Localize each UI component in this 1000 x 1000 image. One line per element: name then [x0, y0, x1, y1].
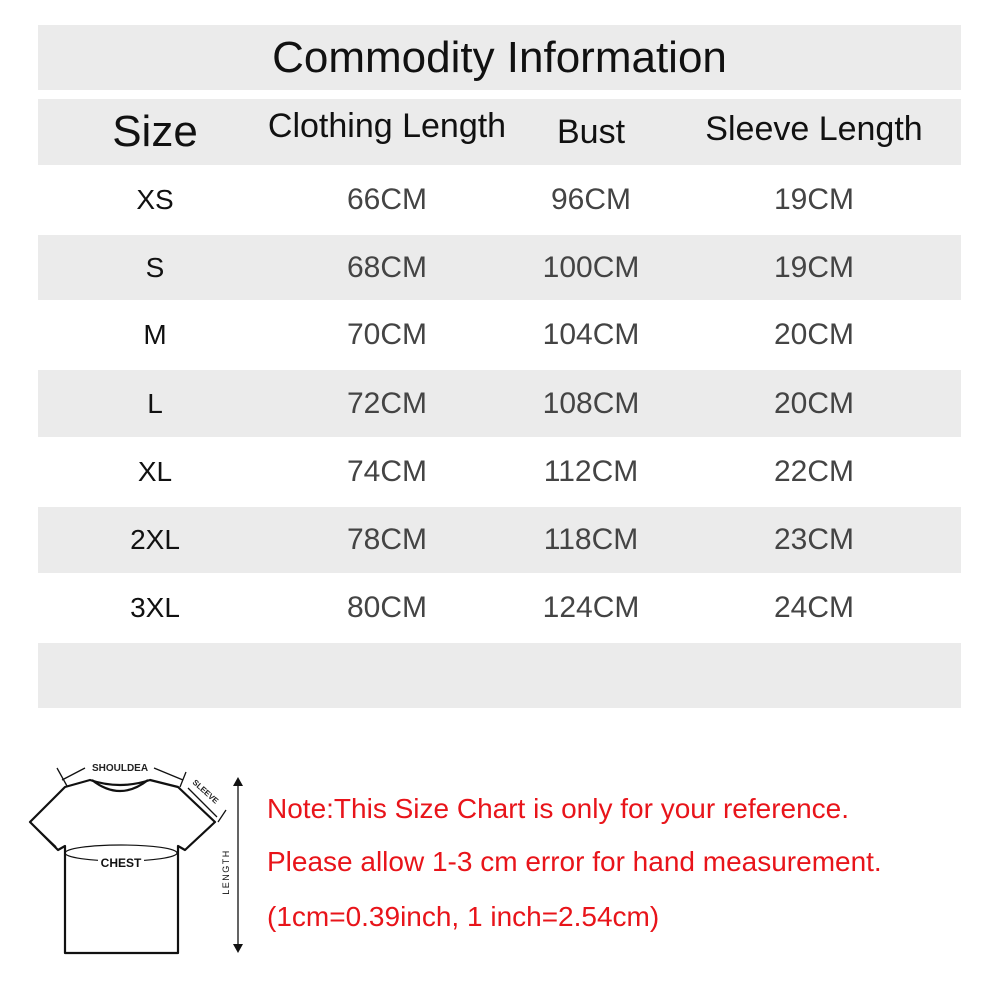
table-row: 3XL 80CM 124CM 24CM [38, 573, 961, 643]
sleeve-length-cell: 22CM [773, 455, 855, 488]
bust-cell: 100CM [542, 250, 640, 284]
size-cell: XS [136, 184, 174, 215]
table-header: Size Clothing Length Bust Sleeve Length [38, 99, 961, 165]
clothing-length-cell: 68CM [346, 250, 428, 284]
bust-cell: 96CM [550, 183, 632, 216]
table-row: XL 74CM 112CM 22CM [38, 437, 961, 507]
tshirt-measurement-diagram: SHOULDEA SLEEVE CHEST LENGTH [28, 763, 243, 955]
bust-cell: 108CM [542, 386, 640, 420]
table-row: S 68CM 100CM 19CM [38, 235, 961, 300]
table-row: 2XL 78CM 118CM 23CM [38, 507, 961, 573]
size-cell: 3XL [130, 592, 180, 623]
size-cell: M [143, 319, 167, 350]
measure-lines [56, 767, 239, 945]
clothing-length-cell: 72CM [346, 386, 428, 420]
table-row: M 70CM 104CM 20CM [38, 300, 961, 370]
size-cell: 2XL [130, 524, 180, 555]
bust-cell: 118CM [543, 523, 639, 556]
bust-cell: 124CM [542, 591, 640, 624]
clothing-length-cell: 70CM [346, 318, 428, 351]
bust-cell: 112CM [543, 455, 639, 488]
bust-cell: 104CM [542, 318, 640, 351]
length-label: LENGTH [221, 849, 231, 895]
header-bust: Bust [556, 112, 626, 151]
sleeve-length-cell: 19CM [773, 183, 855, 216]
size-cell: XL [137, 456, 173, 487]
sleeve-length-cell: 20CM [773, 386, 855, 420]
table-row: XS 66CM 96CM 19CM [38, 165, 961, 235]
clothing-length-cell: 80CM [346, 591, 428, 624]
header-clothing-length: Clothing Length [267, 106, 507, 145]
sleeve-length-cell: 23CM [773, 523, 855, 556]
sleeve-length-cell: 19CM [773, 250, 855, 284]
clothing-length-cell: 74CM [346, 455, 428, 488]
shoulder-label: SHOULDEA [92, 763, 148, 774]
sleeve-length-cell: 20CM [773, 318, 855, 351]
header-sleeve-length: Sleeve Length [705, 109, 923, 148]
note-line-1: Note:This Size Chart is only for your re… [267, 793, 850, 824]
clothing-length-cell: 78CM [346, 523, 428, 556]
size-cell: L [147, 387, 163, 419]
table-row: L 72CM 108CM 20CM [38, 370, 961, 437]
header-size: Size [112, 107, 198, 156]
note-line-2: Please allow 1-3 cm error for hand measu… [267, 846, 882, 877]
sleeve-length-cell: 24CM [773, 591, 855, 624]
note-line-3: (1cm=0.39inch, 1 inch=2.54cm) [267, 901, 660, 932]
clothing-length-cell: 66CM [346, 183, 428, 216]
chest-label: CHEST [101, 856, 142, 870]
table-title: Commodity Information [38, 25, 961, 90]
size-cell: S [145, 251, 165, 283]
empty-row [38, 643, 961, 708]
